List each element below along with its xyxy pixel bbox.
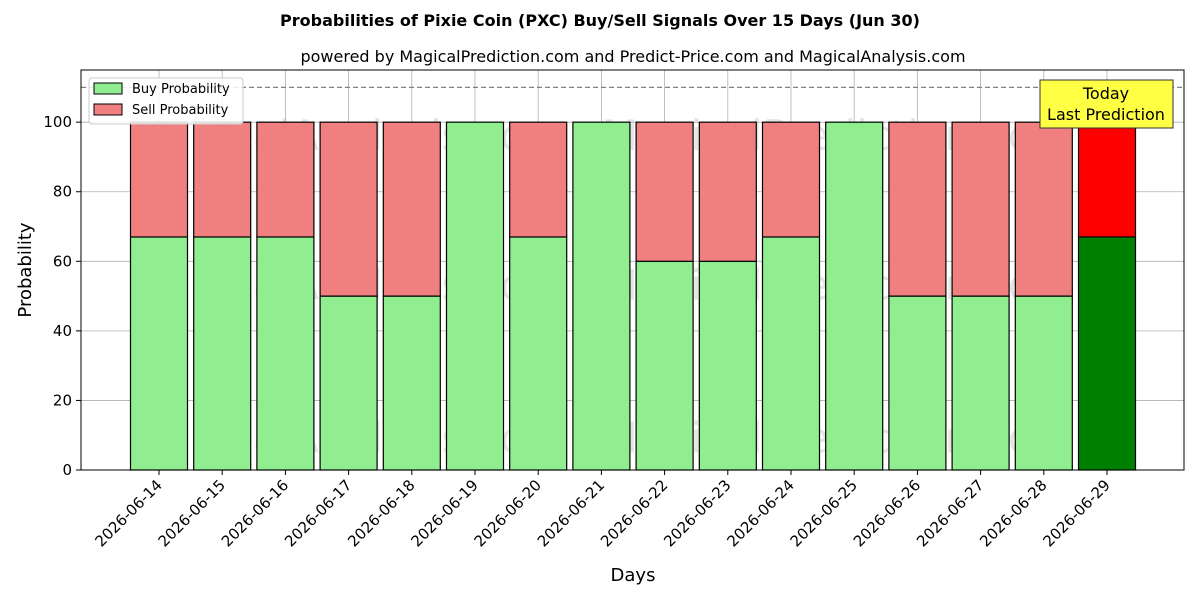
bar-buy (509, 236, 568, 471)
y-tick-label: 20 (53, 391, 72, 409)
annotation-text: Today (1082, 84, 1129, 103)
bar-sell (256, 121, 315, 238)
bar-buy (698, 260, 757, 471)
bar-buy (319, 295, 378, 471)
chart-title: Probabilities of Pixie Coin (PXC) Buy/Se… (280, 11, 920, 30)
annotation-text: Last Prediction (1047, 105, 1165, 124)
x-tick-label: 2026-06-22 (597, 476, 671, 550)
x-tick-label: 2026-06-29 (1039, 476, 1113, 550)
bar-sell (888, 121, 947, 297)
legend: Buy Probability Sell Probability (88, 77, 244, 125)
bar-sell (635, 121, 694, 262)
bar-buy (951, 295, 1010, 471)
y-tick-label: 40 (53, 322, 72, 340)
y-tick-label: 0 (62, 461, 72, 479)
y-tick-label: 100 (43, 113, 72, 131)
x-tick-label: 2026-06-23 (660, 476, 734, 550)
x-tick-label: 2026-06-26 (850, 476, 924, 550)
bar-buy (635, 260, 694, 471)
bar-buy (129, 236, 189, 471)
annotation-today: Today Last Prediction (1039, 79, 1174, 129)
x-tick-label: 2026-06-16 (218, 476, 292, 550)
bar-buy (888, 295, 947, 471)
bar-buy (445, 121, 505, 471)
bar-sell (129, 121, 189, 238)
x-tick-label: 2026-06-15 (155, 476, 229, 550)
bar-buy (761, 236, 821, 471)
bar-sell (193, 121, 252, 238)
bar-sell (319, 121, 378, 297)
x-axis-label: Days (611, 565, 656, 586)
bar-buy (1014, 295, 1073, 471)
bar-buy (572, 121, 631, 471)
legend-swatch (93, 103, 123, 116)
x-tick-label: 2026-06-14 (91, 476, 165, 550)
x-tick-label: 2026-06-18 (344, 476, 418, 550)
x-tick-label: 2026-06-20 (471, 476, 545, 550)
bar-buy (1077, 236, 1137, 471)
bar-sell (698, 121, 757, 262)
x-tick-label: 2026-06-25 (787, 476, 861, 550)
bar-buy (382, 295, 441, 471)
y-axis-label: Probability (15, 222, 36, 317)
bar-sell (509, 121, 568, 238)
legend-label: Sell Probability (132, 103, 229, 118)
y-tick-label: 80 (53, 183, 72, 201)
x-tick-label: 2026-06-28 (976, 476, 1050, 550)
bar-sell (761, 121, 821, 238)
x-tick-label: 2026-06-19 (407, 476, 481, 550)
x-tick-label: 2026-06-24 (723, 476, 797, 550)
plot-frame (80, 69, 1185, 471)
plot-area: MagicalAnalysis.comMagicalPrediction.com… (43, 69, 1185, 550)
chart-subtitle: powered by MagicalPrediction.com and Pre… (300, 47, 965, 66)
bar-sell (951, 121, 1010, 297)
bar-buy (193, 236, 252, 471)
y-tick-label: 60 (53, 252, 72, 270)
x-tick-label: 2026-06-17 (281, 476, 355, 550)
legend-box (88, 77, 244, 125)
bar-sell (382, 121, 441, 297)
x-tick-label: 2026-06-21 (534, 476, 608, 550)
bar-buy (825, 121, 884, 471)
legend-swatch (93, 82, 123, 95)
bar-buy (256, 236, 315, 471)
x-tick-label: 2026-06-27 (913, 476, 987, 550)
bar-sell (1014, 121, 1073, 297)
bar-sell (1077, 121, 1137, 238)
legend-label: Buy Probability (132, 82, 230, 97)
annotation-box (1039, 79, 1174, 129)
